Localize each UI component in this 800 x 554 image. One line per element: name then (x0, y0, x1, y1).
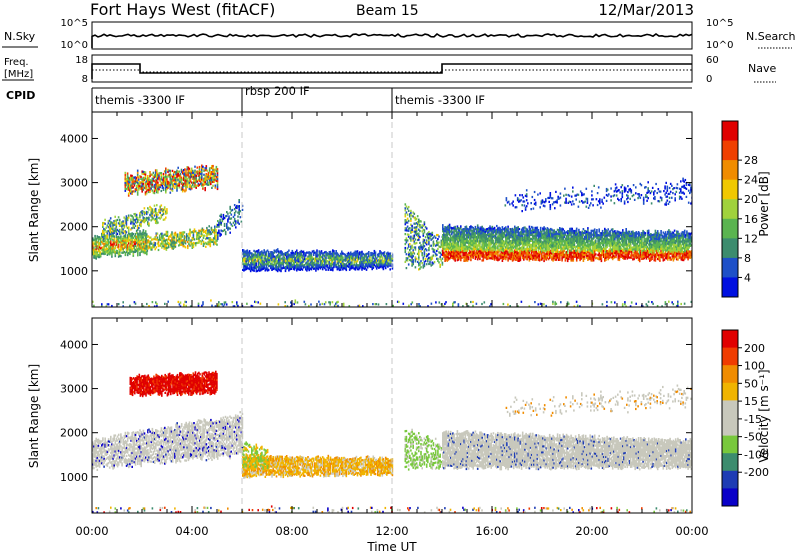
colorbar-tick-label: -50 (744, 431, 762, 444)
velocity-ylabel: Slant Range [km] (27, 364, 41, 468)
y-tick-label: 2000 (60, 427, 88, 440)
colorbar-tick-label: 200 (744, 342, 765, 355)
freq-trace (91, 63, 692, 79)
freq-unit-label: [MHz] (4, 69, 33, 80)
colorbar-swatch (722, 382, 738, 401)
colorbar-tick-label: -100 (744, 448, 769, 461)
freq-tick-top: 18 (75, 55, 88, 66)
colorbar-swatch (722, 179, 738, 200)
beam-label: Beam 15 (356, 3, 419, 19)
colorbar-swatch (722, 257, 738, 278)
colorbar-swatch (722, 140, 738, 161)
power-colorbar-label: Power [dB] (757, 171, 771, 236)
colorbar-swatch (722, 218, 738, 239)
x-tick-label: 08:00 (275, 524, 308, 538)
colorbar-tick-label: 20 (744, 193, 758, 206)
y-tick-label: 3000 (60, 383, 88, 396)
nsearch-tick-top: 10^5 (706, 18, 733, 29)
freq-strip: Freq. [MHz] 18 8 60 0 Nave (2, 54, 776, 85)
nsky-label: N.Sky (4, 30, 36, 43)
nsky-trace (91, 32, 693, 48)
nsearch-tick-bottom: 10^0 (706, 40, 733, 51)
nsky-tick-top: 10^5 (61, 18, 88, 29)
x-tick-label: 00:00 (75, 524, 108, 538)
y-tick-label: 1000 (60, 471, 88, 484)
colorbar-swatch (722, 277, 738, 298)
colorbar-swatch (722, 488, 738, 507)
freq-label: Freq. (4, 57, 29, 68)
y-tick-label: 4000 (60, 338, 88, 351)
velocity-data (92, 370, 692, 513)
colorbar-swatch (722, 238, 738, 259)
colorbar-tick-label: -200 (744, 466, 769, 479)
y-tick-label: 2000 (60, 221, 88, 234)
x-tick-label: 20:00 (575, 524, 608, 538)
nsky-tick-bottom: 10^0 (61, 40, 88, 51)
y-tick-label: 4000 (60, 132, 88, 145)
cpid-segment-3: themis -3300 IF (395, 93, 485, 107)
velocity-panel: 1000 2000 3000 4000 00:00 04:00 08:00 12:00 16:0… (27, 317, 709, 554)
nave-trace (92, 69, 692, 73)
cpid-segment-1: themis -3300 IF (95, 93, 185, 107)
colorbar-swatch (722, 160, 738, 181)
colorbar-tick-label: 4 (744, 271, 751, 284)
x-tick-label: 04:00 (175, 524, 208, 538)
time-xlabel: Time UT (366, 540, 417, 554)
freq-tick-bottom: 8 (82, 74, 88, 85)
nave-tick-top: 60 (706, 55, 719, 66)
power-ylabel: Slant Range [km] (27, 158, 41, 262)
colorbar-swatch (722, 400, 738, 419)
colorbar-tick-label: 15 (744, 395, 758, 408)
colorbar-swatch (722, 453, 738, 472)
colorbar-tick-label: 8 (744, 252, 751, 265)
x-tick-label: 12:00 (375, 524, 408, 538)
cpid-strip: CPID themis -3300 IF rbsp 200 IF themis … (6, 84, 692, 112)
colorbar-swatch (722, 199, 738, 220)
cpid-segment-2: rbsp 200 IF (245, 84, 310, 98)
velocity-colorbar-label: Velocity [m s⁻¹] (757, 369, 771, 462)
colorbar-tick-label: 100 (744, 360, 765, 373)
colorbar-tick-label: 28 (744, 154, 758, 167)
x-tick-label: 00:00 (675, 524, 708, 538)
colorbar-tick-label: 16 (744, 213, 758, 226)
y-tick-label: 1000 (60, 265, 88, 278)
colorbar-swatch (722, 470, 738, 489)
nave-tick-bottom: 0 (706, 74, 712, 85)
power-data (92, 164, 692, 307)
power-colorbar: 4 8 12 16 20 24 28 Power [dB] (721, 120, 771, 298)
colorbar-swatch (722, 347, 738, 366)
colorbar-swatch (722, 418, 738, 437)
date-label: 12/Mar/2013 (598, 1, 694, 19)
y-tick-label: 3000 (60, 177, 88, 190)
nsearch-label: N.Search (746, 30, 796, 43)
nave-label: Nave (748, 62, 776, 75)
cpid-label: CPID (6, 89, 35, 102)
figure-title: Fort Hays West (fitACF) (90, 0, 275, 19)
colorbar-swatch (722, 435, 738, 454)
velocity-colorbar: 200 100 50 15 -15 -50 -100 -200 Velocity [m s⁻¹… (721, 329, 771, 507)
colorbar-tick-label: 12 (744, 232, 758, 245)
colorbar-tick-label: -15 (744, 413, 762, 426)
nsky-strip: N.Sky 10^5 10^0 10^5 10^0 N.Search (2, 18, 796, 51)
colorbar-swatch (722, 330, 738, 349)
colorbar-swatch (722, 365, 738, 384)
colorbar-tick-label: 24 (744, 174, 758, 187)
power-panel: 1000 2000 3000 4000 Slant Range [km] (27, 111, 693, 308)
colorbar-swatch (722, 121, 738, 142)
colorbar-tick-label: 50 (744, 377, 758, 390)
x-tick-label: 16:00 (475, 524, 508, 538)
